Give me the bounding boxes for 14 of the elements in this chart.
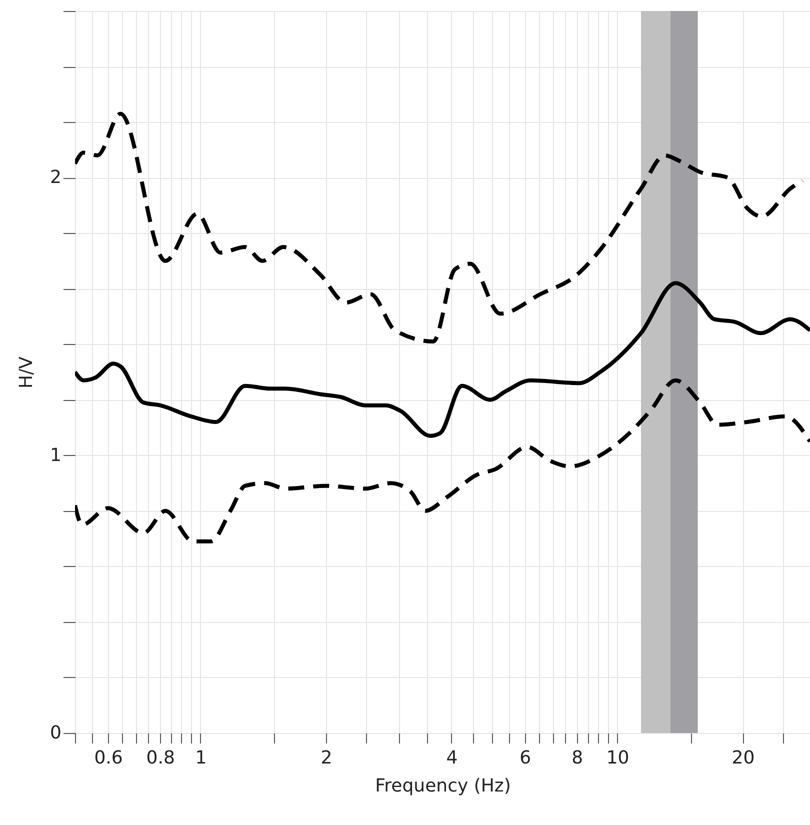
x-tick-label: 2 — [320, 748, 332, 768]
x-tick-label: 4 — [446, 748, 458, 768]
y-tick-label: 0 — [50, 722, 62, 744]
x-axis-title: Frequency (Hz) — [375, 776, 511, 796]
y-tick-label: 1 — [50, 444, 62, 466]
x-tick-label: 6 — [520, 748, 532, 768]
y-tick-label: 2 — [50, 167, 62, 188]
x-tick-label: 10 — [606, 748, 630, 768]
x-tick-label: 1 — [195, 748, 207, 768]
x-tick-label: 20 — [732, 748, 755, 768]
y-axis-title: H/V — [16, 356, 38, 388]
x-tick-label: 0.6 — [94, 748, 123, 768]
x-tick-label: 8 — [572, 748, 584, 768]
x-tick-label: 0.8 — [146, 748, 175, 768]
